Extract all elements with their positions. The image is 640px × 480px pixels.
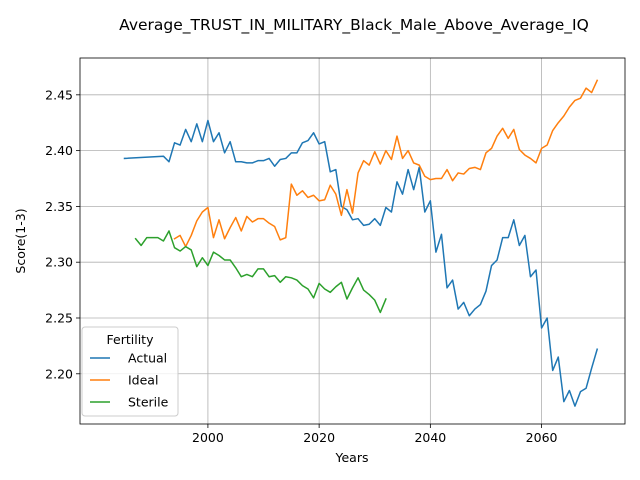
legend: Fertility Actual Ideal Sterile [81, 326, 179, 417]
y-axis-label: Score(1-3) [13, 208, 28, 273]
y-tick-label: 2.35 [45, 199, 73, 214]
series-lines [123, 79, 599, 407]
y-tick-label: 2.25 [45, 310, 73, 325]
chart-title: Average_TRUST_IN_MILITARY_Black_Male_Abo… [119, 16, 589, 35]
legend-label-sterile: Sterile [128, 395, 169, 410]
legend-label-ideal: Ideal [128, 373, 158, 388]
series-line-ideal [173, 79, 599, 248]
x-tick-label: 2040 [414, 430, 446, 445]
x-tick-label: 2060 [526, 430, 558, 445]
legend-box [81, 326, 179, 417]
x-tick-label: 2000 [192, 430, 224, 445]
axis-ticks: 2000 2020 2040 2060 2.20 2.25 2.30 2.35 2.40 2.45 [45, 87, 557, 445]
series-line-actual [123, 119, 599, 407]
x-axis-label: Years [335, 450, 369, 465]
series-line-sterile [134, 230, 387, 314]
legend-label-actual: Actual [128, 351, 167, 366]
legend-title: Fertility [107, 332, 155, 347]
y-tick-label: 2.45 [45, 87, 73, 102]
y-tick-label: 2.20 [45, 366, 73, 381]
plot-frame [79, 57, 626, 425]
y-tick-label: 2.30 [45, 255, 73, 270]
y-tick-label: 2.40 [45, 143, 73, 158]
x-tick-label: 2020 [303, 430, 335, 445]
